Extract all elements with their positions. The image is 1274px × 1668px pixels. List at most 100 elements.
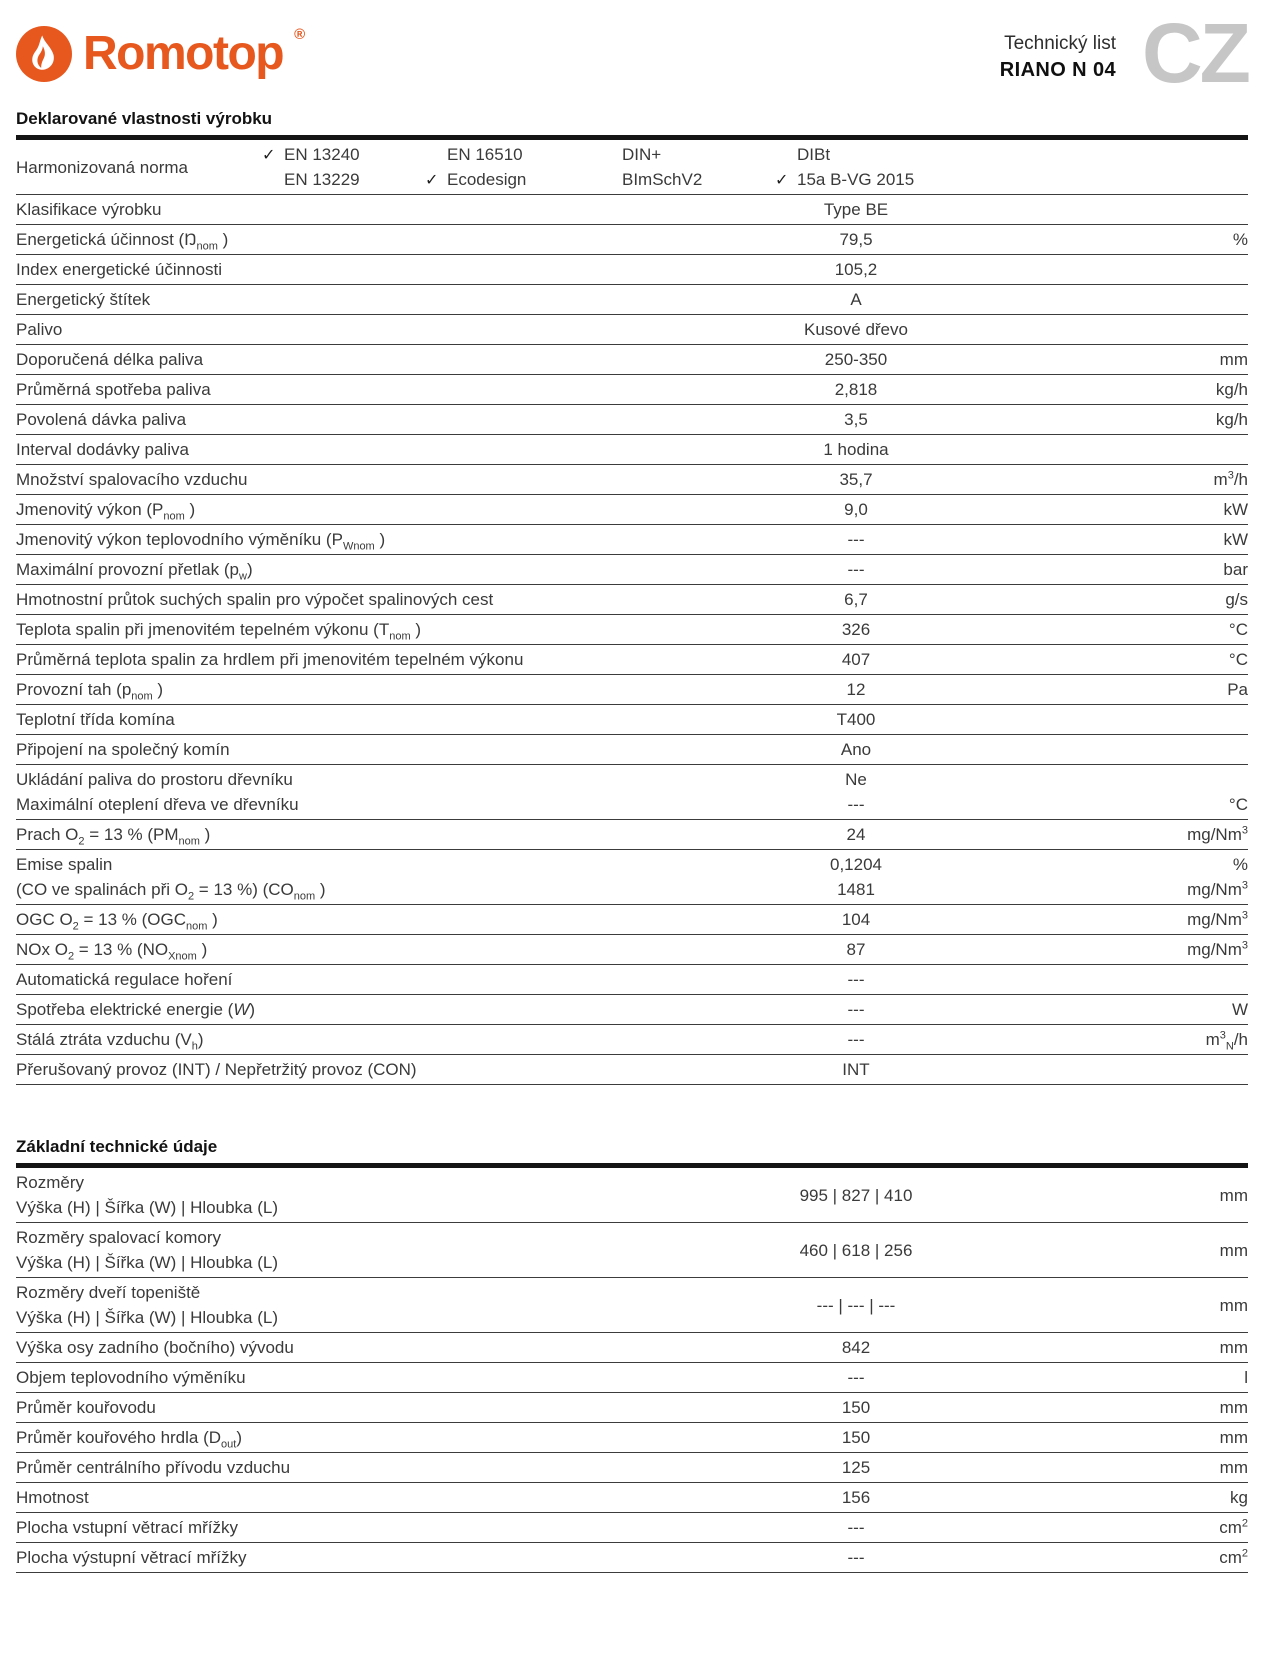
norm-label: DIBt bbox=[797, 145, 831, 164]
row-unit: °C bbox=[1096, 617, 1248, 642]
text-line: Provozní tah (pnom ) bbox=[16, 680, 164, 703]
text-line: 79,5 bbox=[839, 230, 873, 249]
row-unit bbox=[1096, 967, 1248, 992]
text-line: Výška (H) | Šířka (W) | Hloubka (L) bbox=[16, 1308, 278, 1327]
row-value: --- bbox=[616, 1515, 1096, 1540]
text-line: INT bbox=[842, 1060, 870, 1079]
row-value: 1 hodina bbox=[616, 437, 1096, 462]
row-label: Maximální provozní přetlak (pw) bbox=[16, 557, 616, 582]
text-line: mm bbox=[1219, 1295, 1248, 1315]
check-icon: ✓ bbox=[775, 170, 789, 189]
text-line: Ne bbox=[845, 770, 867, 789]
row-unit: W bbox=[1096, 997, 1248, 1022]
table-row: Průměrná teplota spalin za hrdlem při jm… bbox=[16, 645, 1248, 675]
text-line: Jmenovitý výkon teplovodního výměníku (P… bbox=[16, 530, 386, 553]
row-unit: mg/Nm3 bbox=[1096, 937, 1248, 962]
text-line: 842 bbox=[841, 1338, 871, 1357]
row-label: Povolená dávka paliva bbox=[16, 407, 616, 432]
row-value: 12 bbox=[616, 677, 1096, 702]
row-value: 0,1204 1481 bbox=[616, 852, 1096, 902]
row-label: Emise spalin (CO ve spalinách při O2 = 13… bbox=[16, 852, 616, 902]
row-label: Rozměry Výška (H) | Šířka (W) | Hloubka (… bbox=[16, 1170, 616, 1220]
row-label: Jmenovitý výkon (Pnom ) bbox=[16, 497, 616, 522]
row-unit: mm bbox=[1096, 1395, 1248, 1420]
row-value: --- bbox=[616, 997, 1096, 1022]
text-line bbox=[1096, 737, 1248, 762]
table-row: Přerušovaný provoz (INT) / Nepřetržitý p… bbox=[16, 1055, 1248, 1085]
row-value: 105,2 bbox=[616, 257, 1096, 282]
text-line bbox=[1096, 197, 1248, 222]
text-line: Doporučená délka paliva bbox=[16, 350, 204, 369]
text-line: --- bbox=[847, 1518, 865, 1537]
row-value: 125 bbox=[616, 1455, 1096, 1480]
text-line: --- bbox=[847, 1000, 865, 1019]
text-line: 460 | 618 | 256 bbox=[799, 1240, 913, 1260]
text-line: mm bbox=[1219, 1240, 1248, 1260]
registered-mark: ® bbox=[294, 26, 306, 43]
row-label: Hmotnost bbox=[16, 1485, 616, 1510]
text-line: NOx O2 = 13 % (NOXnom ) bbox=[16, 940, 208, 963]
row-label: Průměr kouřovodu bbox=[16, 1395, 616, 1420]
row-unit: mg/Nm3 bbox=[1096, 907, 1248, 932]
table-row: Jmenovitý výkon (Pnom ) 9,0 kW bbox=[16, 495, 1248, 525]
table-row: Emise spalin (CO ve spalinách při O2 = 13… bbox=[16, 850, 1248, 905]
text-line: --- | --- | --- bbox=[816, 1295, 896, 1315]
row-unit: kW bbox=[1096, 527, 1248, 552]
row-label: Provozní tah (pnom ) bbox=[16, 677, 616, 702]
norm-label: BImSchV2 bbox=[622, 170, 703, 189]
row-unit: mm bbox=[1096, 1293, 1248, 1318]
row-value: Kusové dřevo bbox=[616, 317, 1096, 342]
table-row: OGC O2 = 13 % (OGCnom ) 104 mg/Nm3 bbox=[16, 905, 1248, 935]
row-value: 995 | 827 | 410 bbox=[616, 1183, 1096, 1208]
row-label: Rozměry spalovací komory Výška (H) | Šířk… bbox=[16, 1225, 616, 1275]
table-row: Index energetické účinnosti 105,2 bbox=[16, 255, 1248, 285]
row-unit: m3/h bbox=[1096, 467, 1248, 492]
row-unit bbox=[1096, 317, 1248, 342]
table-row: Připojení na společný komín Ano bbox=[16, 735, 1248, 765]
table-row: Průměr kouřovodu 150 mm bbox=[16, 1393, 1248, 1423]
text-line: 104 bbox=[841, 910, 871, 929]
table-row: Palivo Kusové dřevo bbox=[16, 315, 1248, 345]
row-unit: kg/h bbox=[1096, 407, 1248, 432]
table-row: Spotřeba elektrické energie (W) --- W bbox=[16, 995, 1248, 1025]
section-title: Základní technické údaje bbox=[16, 1137, 218, 1156]
norm-line: DIBt bbox=[775, 142, 1248, 167]
table-row: Energetický štítek A bbox=[16, 285, 1248, 315]
row-unit: % bbox=[1096, 227, 1248, 252]
text-line: Výška osy zadního (bočního) vývodu bbox=[16, 1338, 294, 1357]
check-placeholder bbox=[425, 142, 447, 167]
row-value: 250-350 bbox=[616, 347, 1096, 372]
row-value: 460 | 618 | 256 bbox=[616, 1238, 1096, 1263]
text-line: --- bbox=[847, 530, 865, 549]
table-row: Klasifikace výrobku Type BE bbox=[16, 195, 1248, 225]
row-label: Hmotnostní průtok suchých spalin pro výp… bbox=[16, 587, 616, 612]
text-line: Připojení na společný komín bbox=[16, 740, 230, 759]
norm-line: ✓ 15a B-VG 2015 bbox=[775, 167, 1248, 192]
text-line: kg/h bbox=[1215, 410, 1248, 429]
row-value: 104 bbox=[616, 907, 1096, 932]
text-line: Výška (H) | Šířka (W) | Hloubka (L) bbox=[16, 1198, 278, 1217]
norm-column: ✓ EN 13240 EN 13229 bbox=[262, 142, 425, 192]
text-line: mm bbox=[1219, 1398, 1248, 1417]
text-line: 1 hodina bbox=[823, 440, 889, 459]
text-line: Hmotnost bbox=[16, 1488, 89, 1507]
norm-column: EN 16510 ✓ Ecodesign bbox=[425, 142, 600, 192]
text-line: 87 bbox=[846, 940, 866, 959]
text-line: Type BE bbox=[823, 200, 889, 219]
text-line: kW bbox=[1223, 500, 1248, 519]
text-line: OGC O2 = 13 % (OGCnom ) bbox=[16, 910, 218, 933]
table-row: NOx O2 = 13 % (NOXnom ) 87 mg/Nm3 bbox=[16, 935, 1248, 965]
text-line: m3N/h bbox=[1205, 1029, 1248, 1053]
text-line: 12 bbox=[846, 680, 866, 699]
row-label: Stálá ztráta vzduchu (Vh) bbox=[16, 1027, 616, 1052]
text-line: Plocha výstupní větrací mřížky bbox=[16, 1548, 247, 1567]
row-unit: l bbox=[1096, 1365, 1248, 1390]
text-line: --- bbox=[847, 1548, 865, 1567]
norm-label: EN 13229 bbox=[284, 170, 360, 189]
row-value: 24 bbox=[616, 822, 1096, 847]
text-line: Množství spalovacího vzduchu bbox=[16, 470, 248, 489]
text-line: A bbox=[850, 290, 862, 309]
text-line: mm bbox=[1219, 1458, 1248, 1477]
table-row: Automatická regulace hoření --- bbox=[16, 965, 1248, 995]
row-label: Harmonizovaná norma bbox=[16, 155, 262, 180]
